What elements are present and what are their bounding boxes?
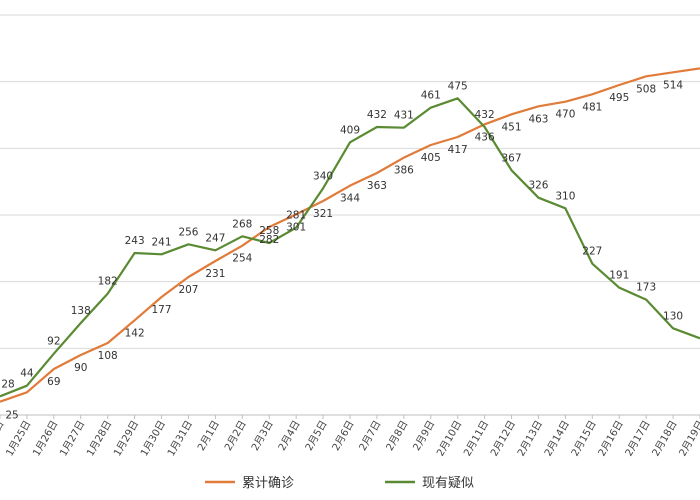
data-label-suspected: 256 bbox=[178, 226, 198, 238]
legend-label-suspected: 现有疑似 bbox=[422, 475, 474, 491]
data-label-confirmed: 495 bbox=[609, 92, 629, 104]
x-tick-label: 1月26日 bbox=[31, 419, 61, 459]
data-label-suspected: 44 bbox=[20, 368, 34, 380]
x-tick-label: 1月31日 bbox=[165, 419, 195, 459]
data-label-suspected: 281 bbox=[286, 210, 306, 222]
data-label-confirmed: 90 bbox=[74, 362, 87, 374]
legend-label-confirmed: 累计确诊 bbox=[242, 476, 294, 491]
data-label-suspected: 268 bbox=[232, 218, 252, 230]
data-label-suspected: 182 bbox=[98, 276, 118, 288]
x-tick-label: 2月8日 bbox=[384, 419, 411, 453]
data-label-suspected: 432 bbox=[475, 109, 495, 121]
x-tick-label: 1月30日 bbox=[138, 419, 168, 459]
x-tick-label: 1月27日 bbox=[57, 419, 87, 459]
x-tick-label: 2月18日 bbox=[650, 419, 680, 459]
data-label-confirmed: 405 bbox=[421, 152, 441, 164]
data-label-suspected: 326 bbox=[528, 180, 548, 192]
data-label-confirmed: 282 bbox=[259, 234, 279, 246]
data-label-suspected: 241 bbox=[152, 236, 172, 248]
x-tick-label: 2月13日 bbox=[515, 419, 545, 459]
x-tick-label: 2月4日 bbox=[276, 419, 303, 453]
legend: 累计确诊 现有疑似 bbox=[205, 475, 474, 491]
data-label-suspected: 92 bbox=[47, 336, 60, 348]
data-label-confirmed: 514 bbox=[663, 79, 683, 91]
x-tick-label: 1月29日 bbox=[111, 419, 141, 459]
data-label-confirmed: 363 bbox=[367, 180, 387, 192]
x-tick-label: 2月9日 bbox=[411, 419, 438, 453]
data-label-confirmed: 463 bbox=[528, 113, 548, 125]
series-line-suspected bbox=[0, 97, 700, 398]
data-label-confirmed: 301 bbox=[286, 221, 306, 233]
x-tick-label: 2月16日 bbox=[596, 419, 626, 459]
data-label-confirmed: 69 bbox=[47, 376, 60, 388]
data-label-suspected: 191 bbox=[609, 270, 629, 282]
x-tick-label: 2月3日 bbox=[249, 419, 276, 453]
series-lines bbox=[0, 67, 700, 403]
data-label-confirmed: 508 bbox=[636, 83, 656, 95]
x-tick-label: 2月6日 bbox=[330, 419, 357, 453]
data-label-confirmed: 321 bbox=[313, 208, 333, 220]
data-label-suspected: 431 bbox=[394, 110, 414, 122]
x-tick-label: 2月15日 bbox=[569, 419, 599, 459]
data-label-suspected: 243 bbox=[125, 235, 145, 247]
data-label-confirmed: 436 bbox=[475, 131, 495, 143]
data-label-suspected: 310 bbox=[555, 190, 575, 202]
data-label-suspected: 173 bbox=[636, 282, 656, 294]
data-label-suspected: 227 bbox=[582, 246, 602, 258]
x-tick-label: 2月14日 bbox=[542, 419, 572, 459]
data-label-confirmed: 344 bbox=[340, 193, 360, 205]
data-label-confirmed: 451 bbox=[502, 121, 522, 133]
data-label-suspected: 367 bbox=[502, 152, 522, 164]
x-tick-label: 2月7日 bbox=[357, 419, 384, 453]
data-label-confirmed: 142 bbox=[125, 327, 145, 339]
x-tick-label: 2月2日 bbox=[222, 419, 249, 453]
x-tick-label: 2月10日 bbox=[434, 419, 464, 459]
data-label-suspected: 432 bbox=[367, 109, 387, 121]
data-label-extra: 25 bbox=[5, 409, 18, 421]
data-labels: 69 90 108 142 177 207 231 254 282 301 321 344 363 386… bbox=[1, 79, 683, 421]
data-label-suspected: 258 bbox=[259, 225, 279, 237]
data-label-suspected: 28 bbox=[1, 378, 14, 390]
data-label-suspected: 340 bbox=[313, 170, 333, 182]
data-label-confirmed: 108 bbox=[98, 350, 118, 362]
x-tick-label: 1月28日 bbox=[84, 419, 114, 459]
data-label-suspected: 130 bbox=[663, 310, 683, 322]
data-label-confirmed: 177 bbox=[152, 304, 172, 316]
x-axis: 1月24日1月25日1月26日1月27日1月28日1月29日1月30日1月31日… bbox=[0, 415, 700, 458]
x-tick-label: 2月11日 bbox=[461, 419, 491, 459]
x-tick-label: 2月12日 bbox=[488, 419, 518, 459]
data-label-confirmed: 481 bbox=[582, 101, 602, 113]
x-tick-label: 1月25日 bbox=[4, 419, 34, 459]
data-label-suspected: 461 bbox=[421, 90, 441, 102]
data-label-confirmed: 470 bbox=[555, 109, 575, 121]
data-label-suspected: 247 bbox=[205, 232, 225, 244]
data-label-confirmed: 386 bbox=[394, 165, 414, 177]
series-line-confirmed bbox=[0, 67, 700, 403]
x-tick-label: 2月19日 bbox=[677, 419, 700, 459]
data-label-suspected: 475 bbox=[448, 80, 468, 92]
data-label-confirmed: 207 bbox=[178, 284, 198, 296]
data-label-suspected: 138 bbox=[71, 305, 91, 317]
data-label-confirmed: 254 bbox=[232, 253, 252, 265]
data-label-suspected: 409 bbox=[340, 124, 360, 136]
data-label-confirmed: 231 bbox=[205, 268, 225, 280]
x-tick-label: 2月1日 bbox=[195, 419, 222, 453]
data-label-confirmed: 417 bbox=[448, 144, 468, 156]
x-tick-label: 2月5日 bbox=[303, 419, 330, 453]
x-tick-label: 2月17日 bbox=[623, 419, 653, 459]
